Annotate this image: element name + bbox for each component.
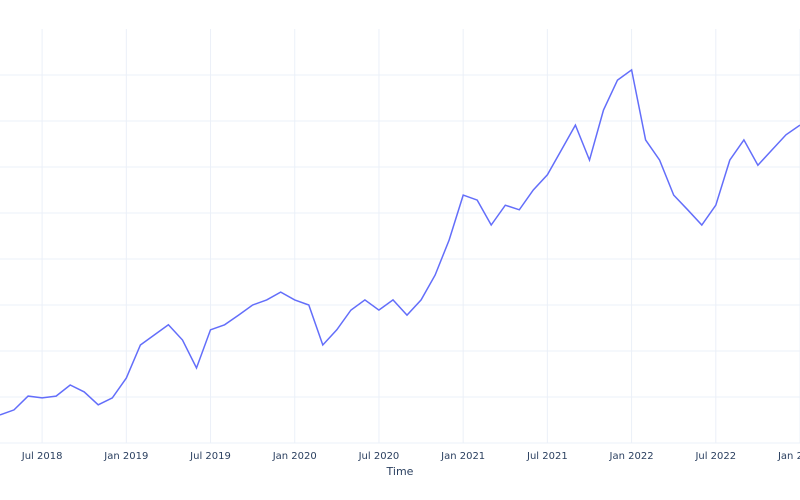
x-axis-label: Time <box>386 465 414 478</box>
x-tick-label: Jul 2019 <box>189 451 231 462</box>
x-tick-label: Jan 2023 <box>777 451 800 462</box>
x-tick-label: Jul 2020 <box>358 451 400 462</box>
x-tick-label: Jan 2021 <box>440 451 485 462</box>
x-tick-label: Jul 2018 <box>21 451 63 462</box>
x-tick-label: Jul 2022 <box>694 451 736 462</box>
x-tick-label: Jul 2021 <box>526 451 568 462</box>
x-tick-label: Jan 2020 <box>272 451 317 462</box>
x-tick-label: Jan 2019 <box>103 451 148 462</box>
line-series <box>0 68 800 416</box>
x-tick-label: Jan 2022 <box>609 451 654 462</box>
